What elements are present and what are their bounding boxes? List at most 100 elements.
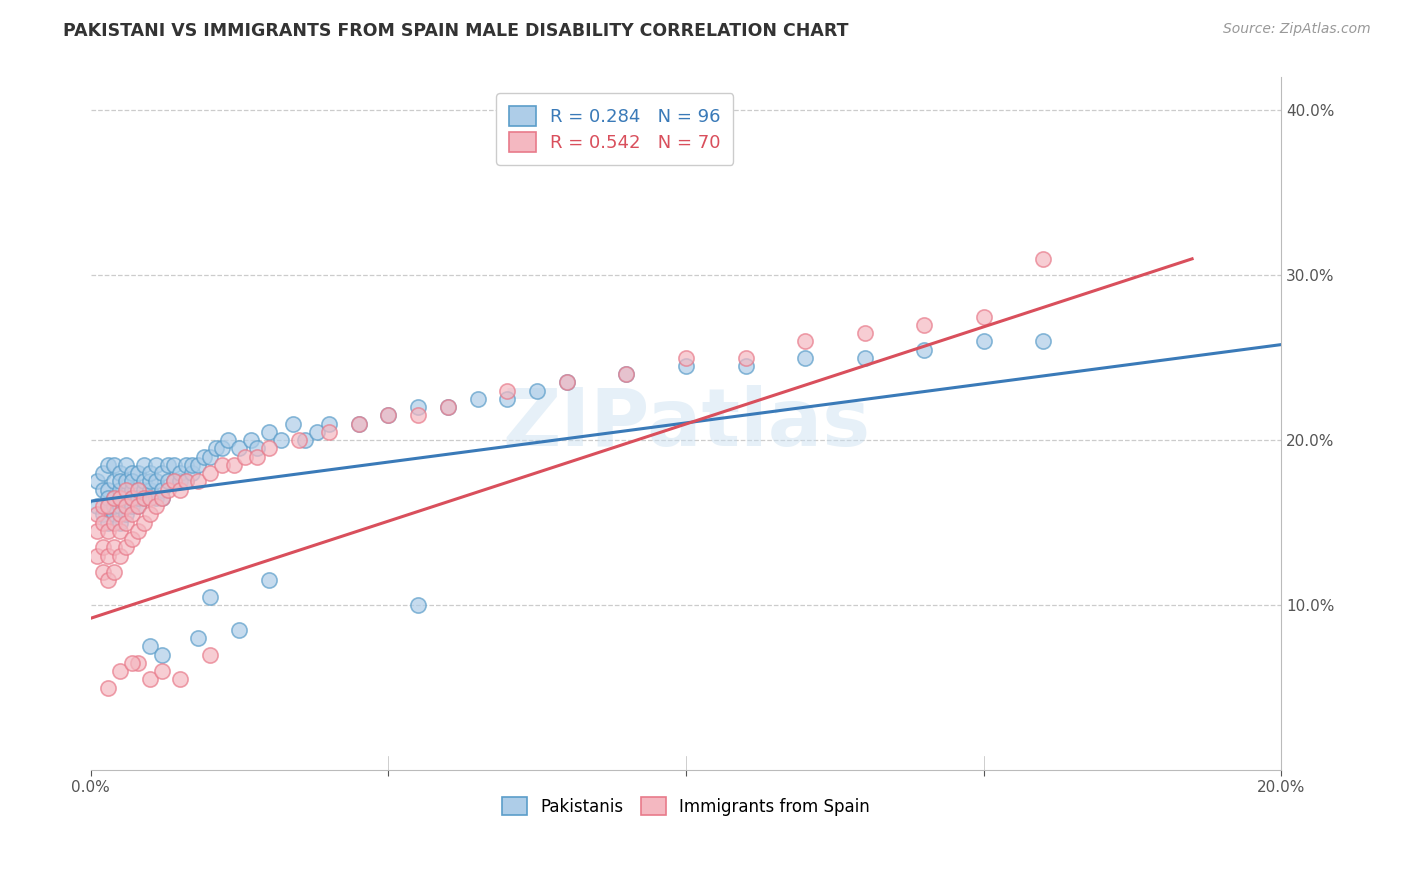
Point [270, 434, 292, 448]
Point [912, 318, 935, 332]
Point [973, 310, 995, 324]
Point [134, 458, 156, 472]
Point [145, 458, 167, 472]
Point [305, 425, 328, 439]
Point [675, 359, 697, 373]
Point [406, 401, 429, 415]
Point [110, 516, 132, 530]
Point [406, 409, 429, 423]
Point [150, 491, 173, 505]
Point [91, 541, 114, 555]
Point [973, 334, 995, 349]
Point [110, 491, 132, 505]
Point [139, 673, 162, 687]
Point [91, 499, 114, 513]
Point [187, 475, 209, 489]
Point [86, 549, 108, 563]
Point [103, 541, 125, 555]
Point [121, 499, 143, 513]
Point [794, 334, 817, 349]
Point [217, 434, 239, 448]
Point [257, 425, 280, 439]
Point [110, 549, 132, 563]
Point [115, 541, 138, 555]
Point [174, 458, 197, 472]
Point [211, 458, 233, 472]
Point [794, 351, 817, 365]
Point [675, 351, 697, 365]
Point [103, 516, 125, 530]
Point [115, 483, 138, 497]
Point [235, 450, 257, 464]
Point [103, 508, 125, 522]
Point [91, 516, 114, 530]
Point [139, 508, 162, 522]
Point [437, 401, 460, 415]
Point [281, 417, 304, 431]
Point [127, 499, 149, 513]
Point [496, 392, 519, 406]
Point [257, 574, 280, 588]
Point [257, 442, 280, 456]
Point [127, 483, 149, 497]
Point [139, 483, 162, 497]
Point [91, 483, 114, 497]
Text: Source: ZipAtlas.com: Source: ZipAtlas.com [1223, 22, 1371, 37]
Point [97, 458, 120, 472]
Text: ZIPatlas: ZIPatlas [502, 384, 870, 463]
Point [150, 466, 173, 480]
Point [156, 483, 179, 497]
Point [145, 491, 167, 505]
Point [294, 434, 316, 448]
Point [496, 384, 519, 398]
Point [198, 450, 221, 464]
Point [734, 351, 756, 365]
Point [150, 491, 173, 505]
Point [853, 326, 876, 340]
Point [110, 466, 132, 480]
Point [150, 664, 173, 678]
Point [121, 475, 143, 489]
Point [467, 392, 489, 406]
Point [228, 623, 250, 637]
Point [127, 466, 149, 480]
Point [97, 516, 120, 530]
Point [127, 524, 149, 538]
Point [180, 458, 202, 472]
Point [127, 483, 149, 497]
Point [86, 524, 108, 538]
Point [121, 491, 143, 505]
Point [134, 483, 156, 497]
Point [347, 417, 370, 431]
Point [134, 475, 156, 489]
Point [169, 673, 191, 687]
Point [103, 565, 125, 579]
Point [97, 491, 120, 505]
Point [377, 409, 399, 423]
Point [127, 499, 149, 513]
Point [121, 508, 143, 522]
Point [91, 508, 114, 522]
Point [198, 648, 221, 662]
Point [115, 491, 138, 505]
Point [97, 524, 120, 538]
Point [526, 384, 548, 398]
Point [150, 648, 173, 662]
Point [134, 491, 156, 505]
Point [163, 458, 186, 472]
Point [139, 640, 162, 654]
Point [86, 499, 108, 513]
Point [115, 458, 138, 472]
Point [97, 483, 120, 497]
Point [156, 458, 179, 472]
Point [211, 442, 233, 456]
Point [121, 491, 143, 505]
Point [555, 376, 578, 390]
Point [187, 631, 209, 645]
Point [115, 508, 138, 522]
Point [145, 475, 167, 489]
Point [318, 417, 340, 431]
Point [115, 499, 138, 513]
Point [198, 590, 221, 604]
Point [97, 499, 120, 513]
